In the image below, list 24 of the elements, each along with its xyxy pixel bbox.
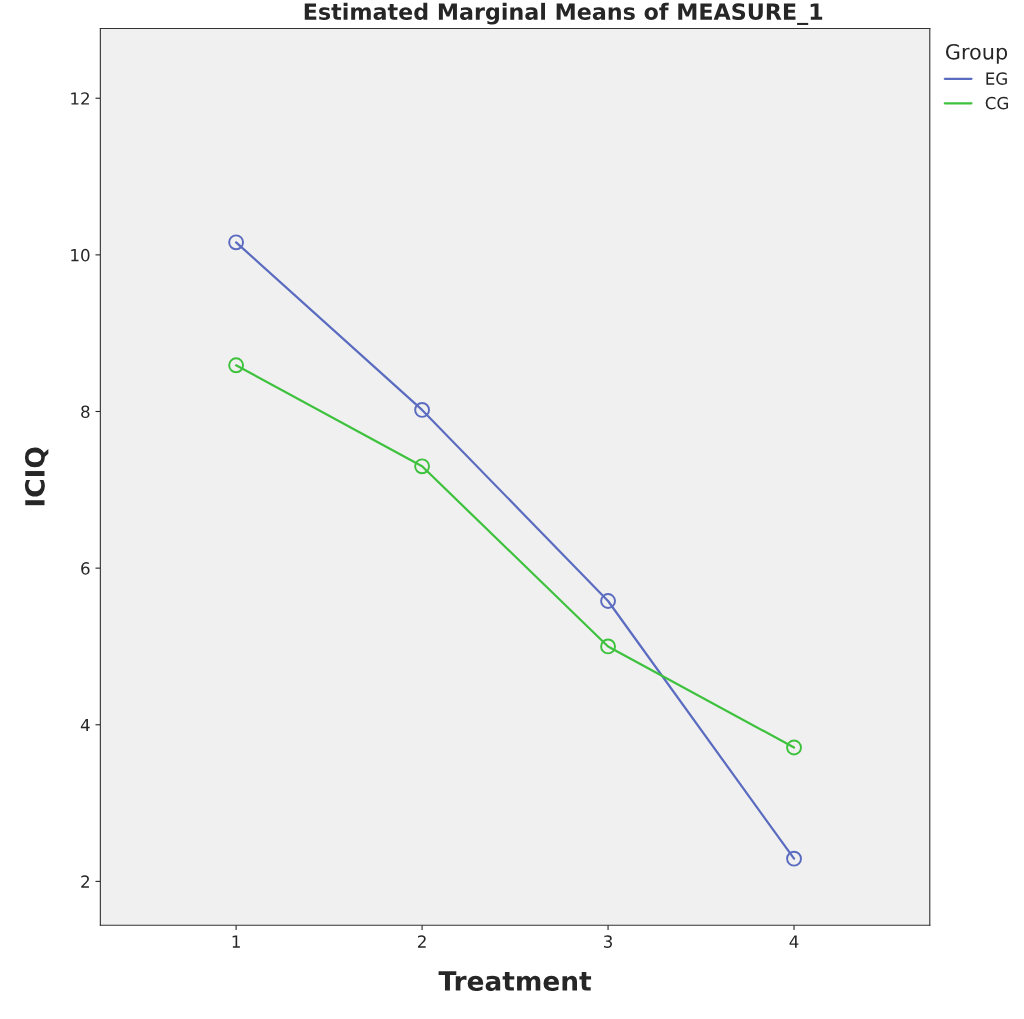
point xyxy=(786,739,802,756)
y-tick-label: 8 xyxy=(81,405,90,419)
chart-title: Estimated Marginal Means of MEASURE_1 xyxy=(304,2,823,25)
x-axis-title: Treatment xyxy=(438,971,592,991)
y-axis-title: ICIQ xyxy=(24,447,49,506)
x-tick-label: 2 xyxy=(418,935,426,948)
point xyxy=(786,850,802,867)
legend-label: EG xyxy=(986,72,1007,85)
point xyxy=(228,234,245,251)
legend-title: Group xyxy=(945,43,1008,64)
point xyxy=(600,638,616,655)
x-tick-label: 1 xyxy=(232,935,240,948)
point xyxy=(414,402,430,418)
y-tick-label: 10 xyxy=(71,248,90,262)
legend-label: CG xyxy=(985,96,1008,110)
x-tick-label: 3 xyxy=(604,935,613,948)
x-tick-label: 4 xyxy=(789,935,799,948)
y-tick-label: 12 xyxy=(71,92,89,105)
point xyxy=(600,593,616,609)
point xyxy=(414,458,430,475)
y-tick-label: 6 xyxy=(81,562,90,575)
y-tick-label: 2 xyxy=(81,875,89,888)
y-tick-label: 4 xyxy=(80,718,90,732)
point xyxy=(228,357,245,374)
